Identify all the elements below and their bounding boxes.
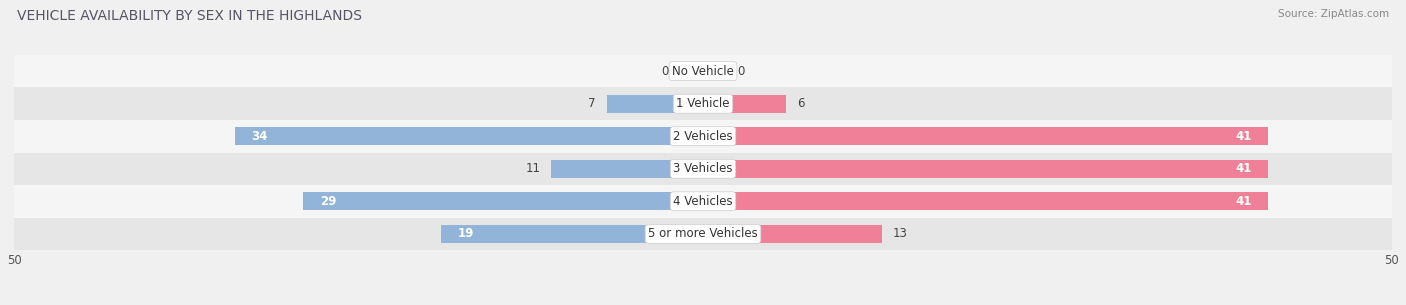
Text: 41: 41 <box>1234 162 1251 175</box>
Text: 6: 6 <box>797 97 804 110</box>
Text: 19: 19 <box>458 227 474 240</box>
Bar <box>14 88 1392 120</box>
Text: 2 Vehicles: 2 Vehicles <box>673 130 733 143</box>
Bar <box>606 95 703 113</box>
Text: 29: 29 <box>321 195 336 208</box>
Text: 13: 13 <box>893 227 908 240</box>
Text: 3 Vehicles: 3 Vehicles <box>673 162 733 175</box>
Text: 4 Vehicles: 4 Vehicles <box>673 195 733 208</box>
Bar <box>703 127 1268 145</box>
Bar <box>304 192 703 210</box>
Bar <box>703 160 1268 178</box>
Text: 41: 41 <box>1234 130 1251 143</box>
Text: 5 or more Vehicles: 5 or more Vehicles <box>648 227 758 240</box>
Bar <box>14 217 1392 250</box>
Bar <box>703 95 786 113</box>
Bar <box>441 225 703 243</box>
Text: VEHICLE AVAILABILITY BY SEX IN THE HIGHLANDS: VEHICLE AVAILABILITY BY SEX IN THE HIGHL… <box>17 9 361 23</box>
Bar <box>14 55 1392 88</box>
Text: Source: ZipAtlas.com: Source: ZipAtlas.com <box>1278 9 1389 19</box>
Text: 0: 0 <box>661 65 669 78</box>
Bar <box>235 127 703 145</box>
Text: 1 Vehicle: 1 Vehicle <box>676 97 730 110</box>
Text: No Vehicle: No Vehicle <box>672 65 734 78</box>
Bar <box>14 120 1392 152</box>
Bar <box>703 192 1268 210</box>
Bar <box>551 160 703 178</box>
Text: 11: 11 <box>526 162 540 175</box>
Text: 0: 0 <box>738 65 745 78</box>
Text: 41: 41 <box>1234 195 1251 208</box>
Bar <box>14 185 1392 217</box>
Text: 34: 34 <box>252 130 267 143</box>
Bar <box>703 225 882 243</box>
Text: 7: 7 <box>588 97 596 110</box>
Bar <box>14 152 1392 185</box>
